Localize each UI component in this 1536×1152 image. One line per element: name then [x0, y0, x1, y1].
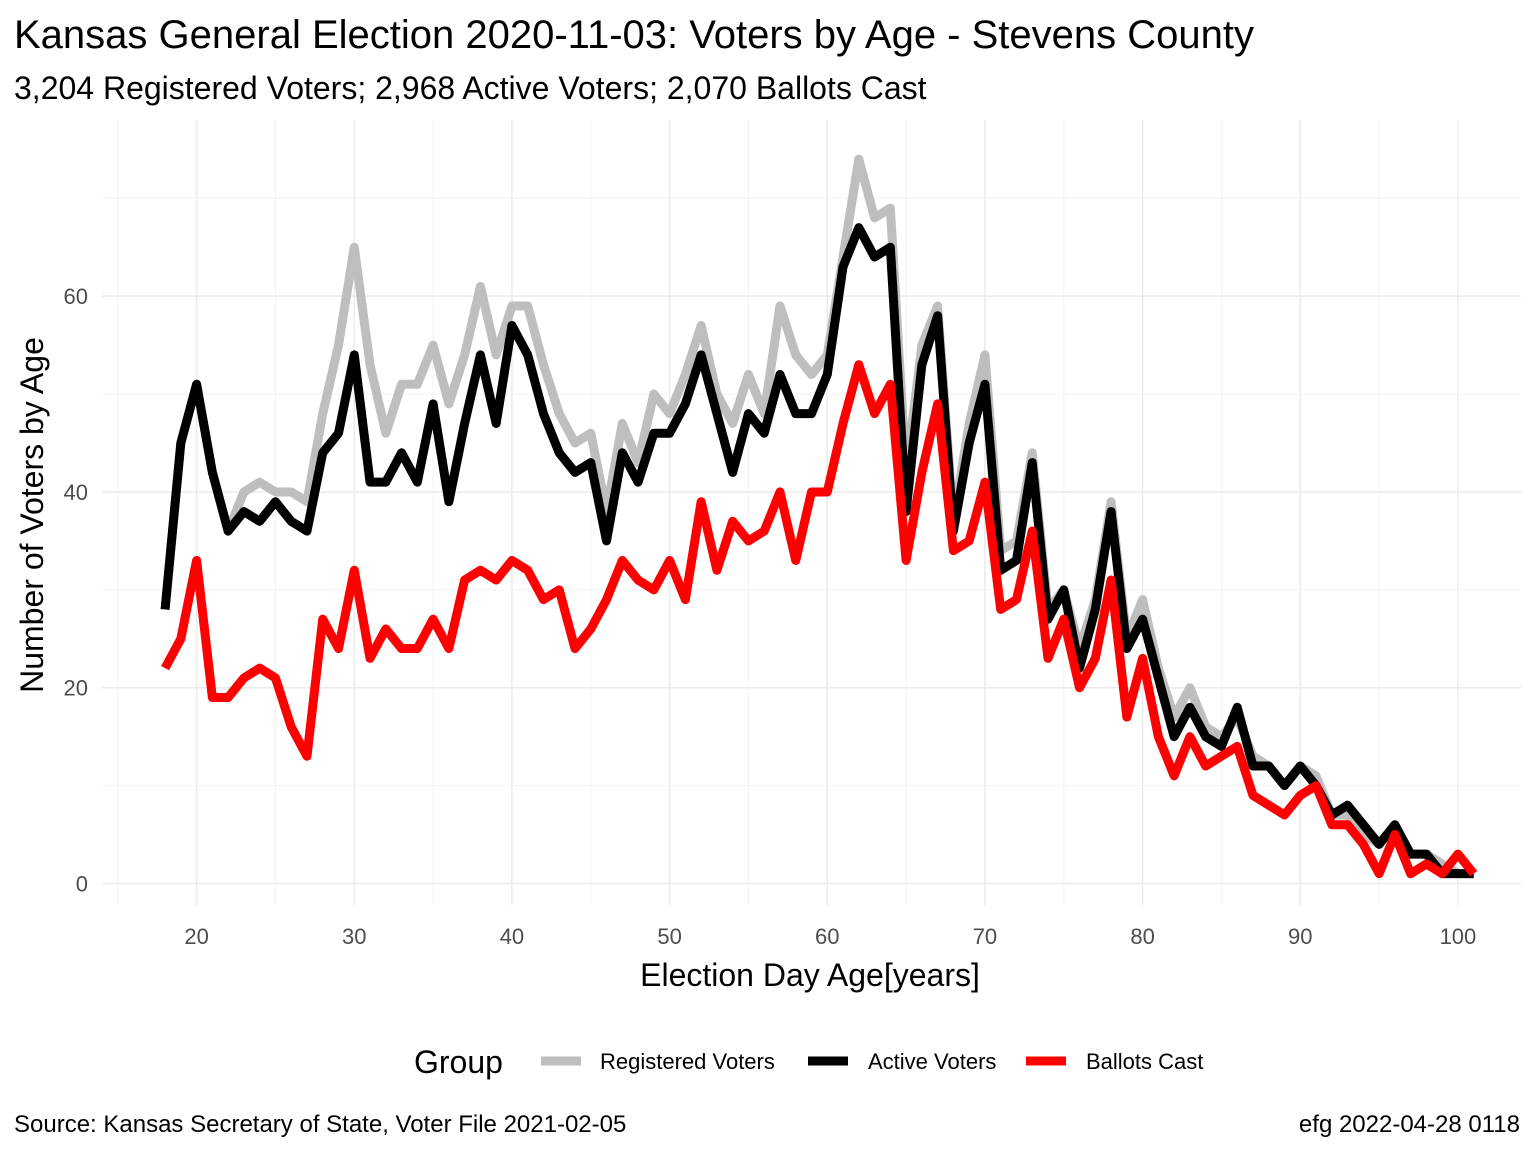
x-axis-ticks: 20 30 40 50 60 70 80 90 100	[184, 924, 1476, 949]
y-tick-label: 40	[64, 480, 88, 505]
y-tick-label: 60	[64, 284, 88, 309]
legend-title: Group	[414, 1044, 503, 1080]
x-axis-title: Election Day Age[years]	[640, 957, 980, 993]
series-lines	[160, 154, 1478, 879]
grid	[102, 120, 1521, 905]
x-tick-label: 20	[184, 924, 208, 949]
x-tick-label: 80	[1130, 924, 1154, 949]
y-tick-label: 0	[76, 871, 88, 896]
series-line-ballots-cast	[161, 360, 1478, 879]
legend-item-ballots-cast: Ballots Cast	[1026, 1049, 1203, 1074]
x-tick-label: 90	[1288, 924, 1312, 949]
x-tick-label: 100	[1440, 924, 1477, 949]
x-tick-label: 70	[973, 924, 997, 949]
chart-subtitle: 3,204 Registered Voters; 2,968 Active Vo…	[14, 70, 927, 106]
legend-item-registered-voters: Registered Voters	[541, 1049, 775, 1074]
source-caption: Source: Kansas Secretary of State, Voter…	[14, 1111, 626, 1138]
legend-label-active-voters: Active Voters	[868, 1049, 996, 1074]
x-tick-label: 50	[657, 924, 681, 949]
y-axis-ticks: 0 20 40 60	[64, 284, 88, 896]
credit-caption: efg 2022-04-28 0118	[1299, 1111, 1520, 1138]
series-line-registered-voters	[160, 154, 1474, 879]
legend-label-registered-voters: Registered Voters	[600, 1049, 775, 1074]
legend-item-active-voters: Active Voters	[808, 1049, 996, 1074]
x-tick-label: 30	[342, 924, 366, 949]
y-axis-title: Number of Voters by Age	[14, 337, 50, 693]
legend-label-ballots-cast: Ballots Cast	[1086, 1049, 1203, 1074]
x-tick-label: 60	[815, 924, 839, 949]
legend: Group Registered Voters Active Voters Ba…	[414, 1044, 1203, 1080]
y-tick-label: 20	[64, 676, 88, 701]
chart-title: Kansas General Election 2020-11-03: Vote…	[14, 13, 1254, 57]
x-tick-label: 40	[500, 924, 524, 949]
series-line-active-voters	[160, 223, 1474, 879]
